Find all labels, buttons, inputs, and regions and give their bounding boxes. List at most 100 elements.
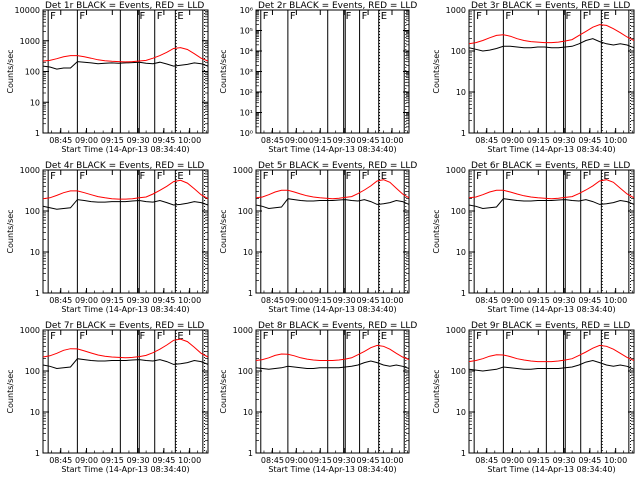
time-marker-label: E bbox=[381, 11, 387, 22]
time-marker-label: E bbox=[177, 171, 183, 182]
series-events-line bbox=[468, 38, 635, 52]
series-lld-line bbox=[468, 179, 635, 200]
panel-det-5: Det 5r BLACK = Events, RED = LLD 1 10 100 10… bbox=[219, 161, 417, 314]
plot-frame bbox=[468, 9, 635, 134]
time-marker-label: F bbox=[566, 331, 572, 342]
y-tick-label: 1000 bbox=[20, 326, 40, 335]
panel-det-6: Det 6r BLACK = Events, RED = LLD 1 10 100 10… bbox=[432, 161, 635, 314]
time-marker-label: F bbox=[362, 11, 368, 22]
x-tick-label: 10:00 bbox=[604, 456, 627, 465]
x-axis-label: Start Time (14-Apr-13 08:34:40) bbox=[268, 145, 396, 154]
x-tick-label: 09:00 bbox=[285, 136, 308, 145]
x-tick-label: 09:15 bbox=[527, 136, 550, 145]
panel-title: Det 7r BLACK = Events, RED = LLD bbox=[45, 321, 204, 331]
x-tick-label: 09:15 bbox=[101, 136, 124, 145]
panel-title: Det 3r BLACK = Events, RED = LLD bbox=[471, 1, 630, 11]
series-events-line bbox=[42, 61, 209, 70]
time-marker-label: F bbox=[79, 331, 85, 342]
x-tick-label: 10:00 bbox=[178, 296, 201, 305]
x-tick-label: 10:00 bbox=[178, 456, 201, 465]
y-tick-label: 10 bbox=[30, 248, 40, 257]
x-tick-label: 08:45 bbox=[475, 456, 498, 465]
time-marker-label: F bbox=[79, 11, 85, 22]
y-tick-label: 10⁴ bbox=[240, 47, 253, 56]
panel-title: Det 9r BLACK = Events, RED = LLD bbox=[471, 321, 630, 331]
time-marker-label: F bbox=[346, 171, 352, 182]
y-tick-label: 10 bbox=[30, 98, 40, 107]
time-marker-label: E bbox=[177, 331, 183, 342]
series-lld-line bbox=[255, 179, 410, 200]
time-marker-label: F bbox=[140, 171, 146, 182]
x-tick-label: 09:15 bbox=[101, 296, 124, 305]
time-marker-label: F bbox=[476, 171, 482, 182]
x-tick-label: 09:45 bbox=[357, 296, 380, 305]
x-tick-label: 09:45 bbox=[578, 456, 601, 465]
x-tick-label: 10:00 bbox=[178, 136, 201, 145]
plot-frame bbox=[42, 329, 209, 454]
time-marker-label: F bbox=[140, 331, 146, 342]
x-tick-label: 09:00 bbox=[75, 136, 98, 145]
time-marker-label: F bbox=[362, 171, 368, 182]
time-marker-label: E bbox=[603, 11, 609, 22]
x-tick-label: 09:30 bbox=[127, 456, 150, 465]
series-lld-line bbox=[468, 24, 635, 45]
x-axis-label: Start Time (14-Apr-13 08:34:40) bbox=[61, 465, 189, 474]
time-marker-label: F bbox=[157, 11, 163, 22]
x-axis-label: Start Time (14-Apr-13 08:34:40) bbox=[487, 465, 615, 474]
time-marker-label: F bbox=[157, 171, 163, 182]
series-events-line bbox=[468, 359, 635, 372]
x-axis-label: Start Time (14-Apr-13 08:34:40) bbox=[487, 305, 615, 314]
plot-frame bbox=[468, 169, 635, 294]
time-marker-label: F bbox=[290, 171, 296, 182]
y-tick-label: 1 bbox=[35, 449, 40, 458]
x-axis-label: Start Time (14-Apr-13 08:34:40) bbox=[487, 145, 615, 154]
panel-grid: Det 1r BLACK = Events, RED = LLD11010010… bbox=[6, 1, 635, 474]
y-tick-label: 100 bbox=[451, 367, 466, 376]
x-tick-label: 09:45 bbox=[152, 136, 175, 145]
panel-det-4: Det 4r BLACK = Events, RED = LLD 1 10 100 10… bbox=[6, 161, 209, 314]
time-marker-label: F bbox=[140, 11, 146, 22]
x-tick-label: 09:15 bbox=[527, 296, 550, 305]
x-tick-label: 10:00 bbox=[380, 136, 403, 145]
time-marker-label: F bbox=[346, 331, 352, 342]
y-tick-label: 1 bbox=[248, 449, 253, 458]
x-tick-label: 08:45 bbox=[49, 296, 72, 305]
time-marker-label: F bbox=[583, 331, 589, 342]
y-tick-label: 100 bbox=[451, 47, 466, 56]
y-tick-label: 1 bbox=[35, 129, 40, 138]
x-tick-label: 09:30 bbox=[127, 296, 150, 305]
y-tick-label: 1000 bbox=[446, 6, 466, 15]
time-marker-label: E bbox=[381, 171, 387, 182]
x-tick-label: 09:00 bbox=[501, 456, 524, 465]
time-marker-label: E bbox=[603, 171, 609, 182]
time-marker-label: F bbox=[476, 11, 482, 22]
x-tick-label: 09:00 bbox=[501, 136, 524, 145]
panel-title: Det 2r BLACK = Events, RED = LLD bbox=[258, 1, 417, 11]
x-tick-label: 09:30 bbox=[553, 136, 576, 145]
x-tick-label: 08:45 bbox=[49, 136, 72, 145]
x-tick-label: 09:45 bbox=[357, 136, 380, 145]
y-tick-label: 10 bbox=[456, 248, 466, 257]
x-tick-label: 09:00 bbox=[75, 456, 98, 465]
time-marker-label: F bbox=[290, 11, 296, 22]
x-tick-label: 09:00 bbox=[75, 296, 98, 305]
x-tick-label: 10:00 bbox=[604, 296, 627, 305]
x-tick-label: 08:45 bbox=[261, 136, 284, 145]
series-lld-line bbox=[42, 179, 209, 200]
y-tick-label: 1 bbox=[461, 289, 466, 298]
time-marker-label: F bbox=[157, 331, 163, 342]
panel-title: Det 8r BLACK = Events, RED = LLD bbox=[258, 321, 417, 331]
y-tick-label: 100 bbox=[25, 207, 40, 216]
x-tick-label: 09:15 bbox=[309, 296, 332, 305]
x-tick-label: 09:30 bbox=[127, 136, 150, 145]
x-tick-label: 09:45 bbox=[578, 136, 601, 145]
y-axis-label: Counts/sec bbox=[432, 49, 441, 93]
series-events-line bbox=[255, 198, 410, 210]
x-tick-label: 09:45 bbox=[578, 296, 601, 305]
time-marker-label: F bbox=[583, 171, 589, 182]
y-axis-label: Counts/sec bbox=[219, 369, 228, 413]
panel-det-8: Det 8r BLACK = Events, RED = LLD 1 10 100 10… bbox=[219, 321, 417, 474]
x-tick-label: 08:45 bbox=[261, 296, 284, 305]
